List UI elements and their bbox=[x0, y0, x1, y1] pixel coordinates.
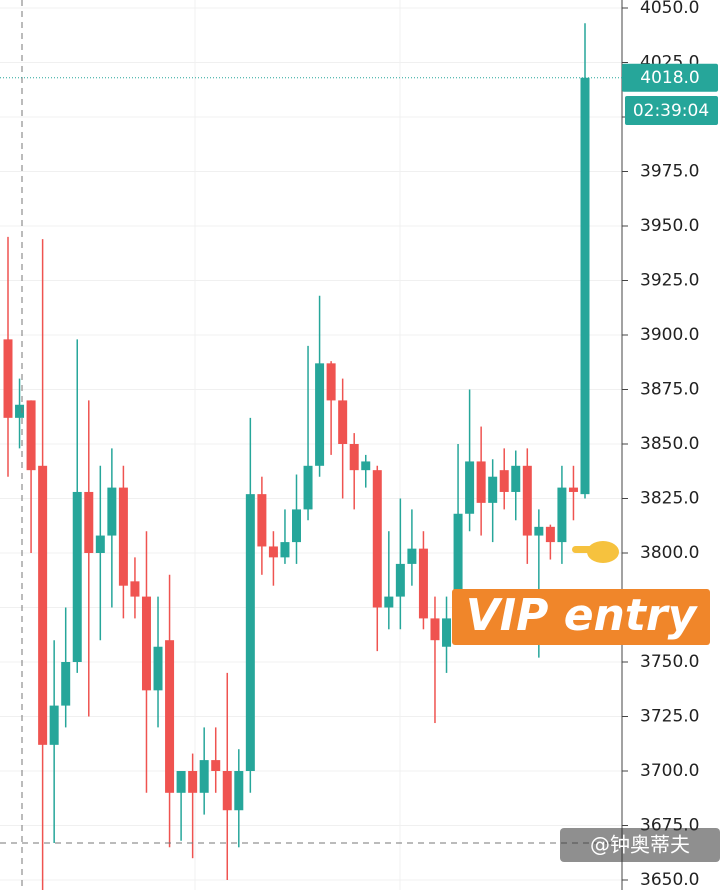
candle-body bbox=[580, 77, 590, 495]
candle-body bbox=[234, 771, 244, 811]
candle-body bbox=[476, 461, 486, 503]
last-price-label: 4018.0 bbox=[640, 68, 699, 88]
annotation: VIP entry bbox=[466, 590, 699, 641]
candle-body bbox=[176, 771, 186, 793]
y-tick-label: 3900.0 bbox=[640, 325, 699, 345]
candle-body bbox=[292, 509, 301, 543]
candle-body bbox=[361, 461, 371, 471]
countdown-label: 02:39:04 bbox=[633, 101, 709, 121]
candle-body bbox=[568, 487, 578, 492]
candle-body bbox=[418, 548, 428, 619]
y-tick-label: 3700.0 bbox=[640, 761, 699, 781]
y-tick-label: 3825.0 bbox=[640, 489, 699, 509]
candle-body bbox=[522, 465, 532, 536]
candle-body bbox=[188, 771, 198, 793]
candle-body bbox=[442, 618, 452, 647]
candle-body bbox=[407, 548, 417, 564]
candle-body bbox=[268, 546, 278, 558]
watermark-bg bbox=[560, 828, 720, 862]
candle-body bbox=[303, 465, 313, 510]
candle-body bbox=[349, 444, 359, 471]
candle-body bbox=[245, 494, 255, 771]
candle-body bbox=[326, 363, 336, 401]
y-tick-label: 3950.0 bbox=[640, 216, 699, 236]
annotation-box bbox=[452, 589, 710, 645]
pointing-hand bbox=[572, 541, 619, 563]
y-tick-label: 3975.0 bbox=[640, 162, 699, 182]
candle-body bbox=[141, 596, 151, 691]
y-tick-label: 3800.0 bbox=[640, 543, 699, 563]
countdown-box bbox=[625, 96, 718, 125]
candle-body bbox=[534, 526, 544, 536]
y-tick-label: 3850.0 bbox=[640, 434, 699, 454]
candle-body bbox=[211, 760, 221, 771]
candle-body bbox=[488, 476, 498, 503]
grid bbox=[0, 7, 622, 881]
y-tick-label: 3725.0 bbox=[640, 707, 699, 727]
candle-body bbox=[153, 646, 163, 691]
vertical-grid bbox=[194, 0, 401, 890]
candle-body bbox=[465, 461, 475, 514]
candle-body bbox=[557, 487, 567, 543]
candle-body bbox=[72, 491, 82, 662]
candle-body bbox=[118, 487, 128, 586]
candle-body bbox=[95, 535, 105, 553]
candle-body bbox=[130, 581, 140, 597]
y-tick-label: 3925.0 bbox=[640, 271, 699, 291]
candle-body bbox=[372, 470, 382, 608]
candle-body bbox=[315, 363, 325, 466]
candle-body bbox=[453, 513, 463, 619]
hand-finger bbox=[572, 546, 602, 553]
candle-body bbox=[49, 705, 59, 745]
y-tick-label: 3650.0 bbox=[640, 870, 699, 890]
y-tick-label: 4050.0 bbox=[640, 0, 699, 18]
price-axis: 3650.03675.03700.03725.03750.03775.03800… bbox=[622, 0, 699, 890]
candle-body bbox=[15, 404, 25, 418]
y-tick-label: 3875.0 bbox=[640, 380, 699, 400]
candle-body bbox=[199, 760, 209, 793]
candle-body bbox=[280, 542, 290, 558]
last-price-box bbox=[622, 63, 718, 92]
candles bbox=[3, 23, 590, 894]
y-tick-label: 3750.0 bbox=[640, 652, 699, 672]
candle-body bbox=[511, 465, 521, 492]
candle-body bbox=[222, 771, 232, 811]
candle-body bbox=[384, 596, 394, 608]
candle-body bbox=[3, 339, 13, 418]
candle-body bbox=[395, 563, 405, 597]
candle-body bbox=[338, 400, 348, 444]
candle-body bbox=[84, 491, 94, 553]
candle-body bbox=[61, 662, 71, 706]
candle-body bbox=[430, 618, 440, 641]
candle-body bbox=[545, 526, 555, 543]
watermark: @钟奥蒂夫 bbox=[590, 833, 690, 857]
candle-body bbox=[26, 400, 36, 471]
candle-body bbox=[257, 494, 267, 547]
candle-body bbox=[38, 465, 48, 745]
candle-body bbox=[107, 487, 117, 536]
candle-body bbox=[499, 470, 509, 492]
candle-body bbox=[165, 640, 175, 793]
